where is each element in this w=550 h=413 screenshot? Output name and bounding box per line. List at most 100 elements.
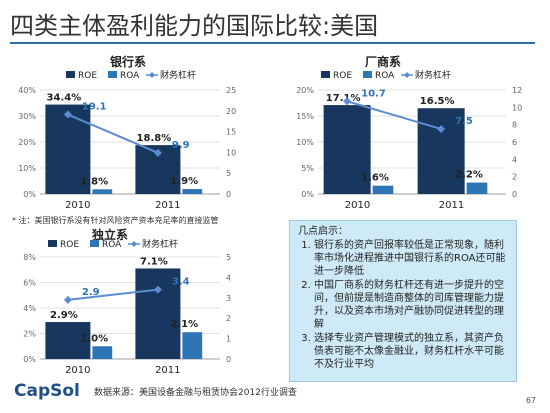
leverage-point	[63, 295, 72, 304]
bar-roe	[323, 105, 371, 194]
footnote: * 注：美国银行系没有针对风险资产资本充足率的直接监管	[12, 216, 219, 225]
y2-tick-label: 5	[226, 169, 231, 178]
data-label-roe: 16.5%	[420, 96, 455, 107]
data-label-leverage: 9.9	[172, 140, 190, 151]
legend-label-roa: ROA	[375, 71, 395, 81]
legend-label-leverage: 财务杠杆	[142, 238, 178, 250]
y2-tick-label: 0	[226, 190, 231, 199]
insight-item: 选择专业资产管理模式的独立系，其资产负债表可能不太像金融业，财务杠杆水平可能不及…	[314, 332, 508, 371]
y-tick-label: 0%	[301, 190, 314, 199]
y-tick-label: 20%	[18, 138, 36, 147]
page-number: 67	[525, 396, 536, 405]
legend-label-roe: ROE	[78, 71, 97, 81]
data-label-leverage: 19.1	[82, 102, 107, 113]
legend-swatch-roa	[363, 71, 372, 78]
bar-roa	[466, 182, 488, 194]
legend-swatch-roe	[48, 240, 57, 247]
y-tick-label: 5%	[301, 164, 314, 173]
data-source: 数据来源：美国设备金融与租赁协会2012行业调查	[94, 388, 297, 398]
y-tick-label: 2%	[23, 330, 36, 339]
y2-tick-label: 15	[226, 128, 236, 137]
y2-tick-label: 10	[226, 148, 236, 157]
insights-list: 银行系的资产回报率较低是正常现象，随利率市场化进程推进中国银行系的ROA还可能进…	[298, 239, 508, 371]
bar-roa	[92, 346, 113, 359]
y2-tick-label: 1	[226, 335, 231, 344]
legend-label-roa: ROA	[102, 240, 122, 250]
legend-swatch-roa	[90, 240, 99, 247]
legend-swatch-roe	[321, 71, 330, 78]
y-tick-label: 0%	[23, 355, 36, 364]
bar-roe	[45, 104, 91, 194]
leverage-line	[346, 100, 442, 130]
data-label-leverage: 2.9	[82, 287, 100, 298]
data-label-roa: 2.2%	[455, 170, 483, 181]
y-tick-label: 20%	[296, 86, 314, 95]
bar-roe	[135, 268, 181, 359]
y2-tick-label: 0	[512, 190, 517, 199]
leverage-point	[343, 97, 352, 106]
y-tick-label: 40%	[18, 86, 36, 95]
y2-tick-label: 0	[226, 355, 231, 364]
chart-title: 厂商系	[365, 54, 401, 69]
legend-label-roa: ROA	[120, 71, 140, 81]
legend-swatch-roa	[108, 71, 117, 78]
data-label-roa: 1.6%	[361, 173, 389, 184]
data-label-leverage: 7.5	[455, 116, 473, 127]
y2-tick-label: 2	[226, 314, 231, 323]
y-tick-label: 6%	[23, 279, 36, 288]
y2-tick-label: 2	[512, 173, 517, 182]
x-tick-label: 2011	[155, 200, 180, 211]
data-label-roe: 2.9%	[50, 310, 78, 321]
data-label-roa: 1.0%	[80, 333, 108, 344]
leverage-line	[67, 113, 159, 154]
x-tick-label: 2011	[439, 200, 464, 211]
leverage-point	[153, 148, 162, 157]
y-tick-label: 4%	[23, 304, 36, 313]
bar-roa	[92, 189, 113, 194]
leverage-point	[63, 110, 72, 119]
y-tick-label: 10%	[296, 138, 314, 147]
y2-tick-label: 4	[226, 273, 231, 282]
legend-label-roe: ROE	[333, 71, 352, 81]
page-title: 四类主体盈利能力的国际比较:美国	[10, 12, 379, 40]
y-tick-label: 8%	[23, 253, 36, 262]
data-label-leverage: 3.4	[172, 277, 190, 288]
manufacturer-chart: 厂商系 ROE ROA 财务杠杆 0% 5% 10% 15% 20% 0 2 4 6 8 10 12 17.1%…	[296, 54, 522, 211]
y-tick-label: 15%	[296, 112, 314, 121]
x-tick-label: 2010	[65, 365, 90, 376]
bar-roe	[45, 322, 91, 359]
leverage-line	[67, 288, 159, 301]
insights-heading: 几点启示：	[298, 226, 348, 237]
capsol-logo: CapSol	[14, 381, 80, 401]
title-underline	[10, 42, 535, 44]
legend-label-leverage: 财务杠杆	[415, 69, 451, 81]
legend-swatch-roe	[66, 71, 75, 78]
insights-box: 几点启示： 银行系的资产回报率较低是正常现象，随利率市场化进程推进中国银行系的R…	[289, 220, 517, 382]
legend-marker-leverage	[404, 72, 410, 78]
data-label-roa: 1.8%	[80, 176, 108, 187]
legend-marker-leverage	[131, 241, 137, 247]
data-label-roa: 2.1%	[170, 319, 198, 330]
legend-label-leverage: 财务杠杆	[160, 69, 196, 81]
y2-tick-label: 8	[512, 121, 517, 130]
x-tick-label: 2010	[65, 200, 90, 211]
bar-roe	[417, 108, 465, 194]
y2-tick-label: 5	[226, 253, 231, 262]
x-tick-label: 2010	[345, 200, 370, 211]
x-tick-label: 2011	[155, 365, 180, 376]
leverage-point	[437, 125, 446, 133]
chart-title: 银行系	[110, 54, 146, 69]
data-label-leverage: 10.7	[361, 88, 386, 99]
data-label-roe: 7.1%	[140, 256, 168, 267]
bank-chart: 银行系 ROE ROA 财务杠杆 0% 10% 20% 30% 40% 0 5 10 15 20 25 34.…	[18, 54, 236, 211]
chart-title: 独立系	[91, 227, 128, 242]
bar-roa	[182, 189, 203, 194]
legend-marker-leverage	[149, 72, 155, 78]
insight-item: 银行系的资产回报率较低是正常现象，随利率市场化进程推进中国银行系的ROA还可能进…	[314, 239, 508, 278]
y2-tick-label: 12	[512, 86, 522, 95]
bar-roa	[182, 332, 203, 359]
data-label-roa: 1.9%	[170, 176, 198, 187]
y2-tick-label: 10	[512, 103, 522, 112]
bar-roa	[372, 185, 394, 194]
y-tick-label: 30%	[18, 112, 36, 121]
